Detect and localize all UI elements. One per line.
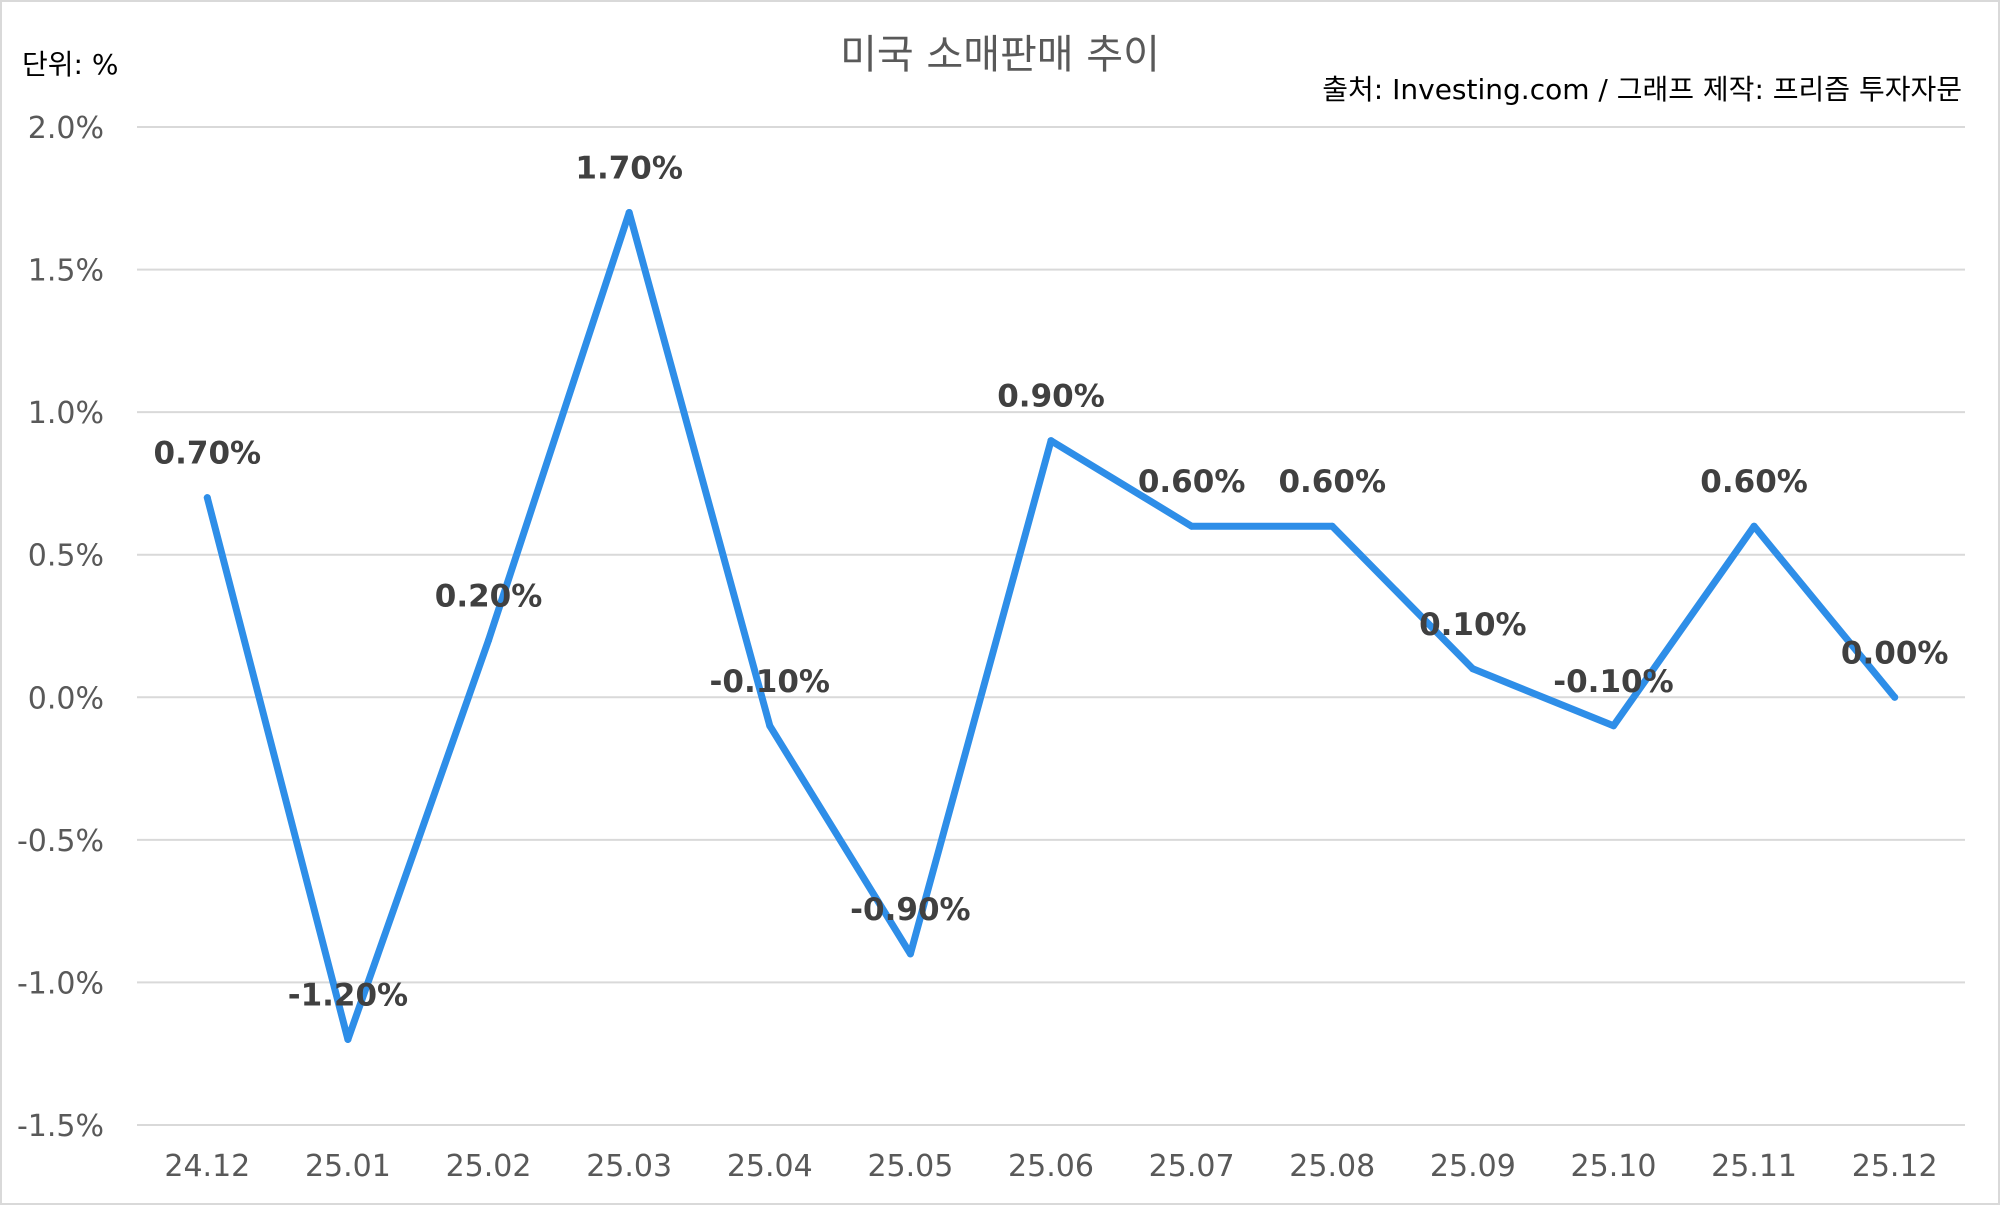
y-axis-tick-labels: 2.0% 1.5% 1.0% 0.5% 0.0% -0.5% -1.0% -1.5%	[17, 111, 104, 1144]
data-label: -1.20%	[288, 977, 408, 1013]
x-tick-label: 25.07	[1149, 1149, 1235, 1184]
gridlines	[137, 126, 1965, 1126]
y-tick-label: -1.0%	[17, 966, 104, 1001]
data-label: -0.10%	[710, 664, 830, 700]
data-point	[625, 209, 633, 217]
x-tick-label: 25.01	[305, 1149, 391, 1184]
x-tick-label: 25.03	[586, 1149, 672, 1184]
data-label: 0.00%	[1841, 635, 1949, 671]
x-axis-tick-labels: 24.12 25.01 25.02 25.03 25.04 25.05 25.06 25.07…	[164, 1149, 1937, 1184]
data-point	[485, 636, 493, 644]
y-tick-label: 1.0%	[28, 396, 104, 431]
x-tick-label: 25.11	[1711, 1149, 1797, 1184]
data-point	[1047, 437, 1055, 445]
data-label: 0.20%	[435, 578, 543, 614]
data-label: -0.10%	[1553, 664, 1673, 700]
data-point	[1750, 522, 1758, 530]
y-tick-label: 1.5%	[28, 254, 104, 289]
data-labels: 0.70% -1.20% 0.20% 1.70% -0.10% -0.90% 0.90% 0.…	[154, 151, 1949, 1014]
x-tick-label: 25.12	[1852, 1149, 1938, 1184]
data-point	[344, 1035, 352, 1043]
data-point	[906, 950, 914, 958]
data-point	[1609, 722, 1617, 730]
x-tick-label: 25.04	[727, 1149, 813, 1184]
data-label: 0.60%	[1138, 464, 1246, 500]
data-point	[1328, 522, 1336, 530]
data-label: 0.60%	[1700, 464, 1808, 500]
unit-label: 단위: %	[22, 48, 118, 81]
x-tick-label: 25.06	[1008, 1149, 1094, 1184]
chart-title: 미국 소매판매 추이	[840, 32, 1160, 78]
series-line	[203, 209, 1899, 1043]
y-tick-label: 0.5%	[28, 539, 104, 574]
data-point	[1188, 522, 1196, 530]
data-label: 0.60%	[1278, 464, 1386, 500]
source-label: 출처: Investing.com / 그래프 제작: 프리즘 투자자문	[1322, 73, 1962, 106]
y-tick-label: -1.5%	[17, 1109, 104, 1144]
y-tick-label: 0.0%	[28, 681, 104, 716]
data-label: 0.90%	[997, 379, 1105, 415]
x-tick-label: 25.08	[1289, 1149, 1375, 1184]
data-label: -0.90%	[850, 892, 970, 928]
x-tick-label: 25.09	[1430, 1149, 1516, 1184]
data-point	[203, 494, 211, 502]
x-tick-label: 25.10	[1571, 1149, 1657, 1184]
data-label: 0.70%	[154, 436, 262, 472]
x-tick-label: 25.05	[867, 1149, 953, 1184]
series-line-layer	[203, 209, 1899, 1043]
y-tick-label: 2.0%	[28, 111, 104, 146]
data-point	[1891, 693, 1899, 701]
data-point	[1469, 665, 1477, 673]
y-tick-label: -0.5%	[17, 824, 104, 859]
data-label: 1.70%	[575, 151, 683, 187]
x-tick-label: 25.02	[446, 1149, 532, 1184]
data-point	[766, 722, 774, 730]
x-tick-label: 24.12	[164, 1149, 250, 1184]
data-label: 0.10%	[1419, 607, 1527, 643]
